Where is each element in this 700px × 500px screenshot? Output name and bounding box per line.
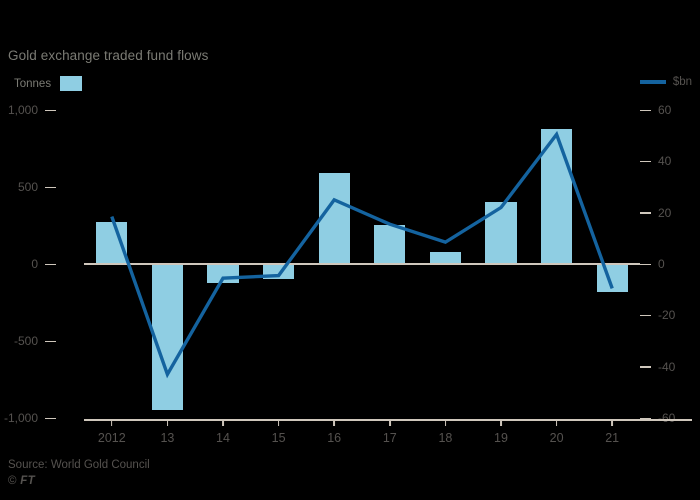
y-tick-left--500: -500 (14, 334, 56, 348)
legend-usd-bn: $bn (639, 76, 692, 88)
x-tick-19: 19 (494, 419, 508, 445)
usd-bn-line (110, 130, 614, 379)
y-tick-right--60: -60 (640, 411, 675, 425)
x-tick-18: 18 (438, 419, 452, 445)
line-series (84, 110, 640, 418)
zero-baseline (84, 263, 640, 265)
legend-bar-swatch-icon (60, 76, 83, 91)
legend-usd-label: $bn (672, 76, 692, 88)
bar-16 (318, 173, 350, 264)
y-tick-right--40: -40 (640, 360, 675, 374)
legend-tonnes-label: Tonnes (14, 77, 52, 90)
x-tick-21: 21 (605, 419, 619, 445)
x-tick-20: 20 (550, 419, 564, 445)
y-tick-right-20: 20 (640, 206, 671, 220)
bar-18 (429, 252, 461, 264)
x-tick-2012: 2012 (98, 419, 126, 445)
y-tick-left-1,000: 1,000 (8, 103, 56, 117)
x-axis-rule (84, 419, 692, 421)
copyright-icon: © (8, 475, 17, 488)
bar-series (84, 110, 640, 418)
chart-title: Gold exchange traded fund flows (8, 48, 209, 63)
ft-brand: FT (20, 475, 35, 488)
x-tick-14: 14 (216, 419, 230, 445)
x-tick-13: 13 (160, 419, 174, 445)
bar-20 (541, 129, 573, 264)
y-tick-right-40: 40 (640, 154, 671, 168)
chart-footer: Source: World Gold Council © FT (8, 457, 150, 490)
y-tick-left-500: 500 (18, 180, 56, 194)
y-tick-right--20: -20 (640, 308, 675, 322)
bar-13 (151, 264, 183, 411)
y-tick-right-60: 60 (640, 103, 671, 117)
y-tick-right-0: 0 (640, 257, 665, 271)
legend-tonnes: Tonnes (14, 76, 83, 91)
ft-logo: © FT (8, 473, 150, 490)
legend-line-swatch-icon (639, 80, 666, 84)
bar-17 (374, 224, 406, 264)
x-tick-16: 16 (327, 419, 341, 445)
x-tick-15: 15 (272, 419, 286, 445)
y-tick-left-0: 0 (31, 257, 56, 271)
source-note: Source: World Gold Council (8, 458, 150, 471)
plot-area (84, 110, 640, 418)
x-tick-17: 17 (383, 419, 397, 445)
y-tick-left--1,000: -1,000 (4, 411, 56, 425)
